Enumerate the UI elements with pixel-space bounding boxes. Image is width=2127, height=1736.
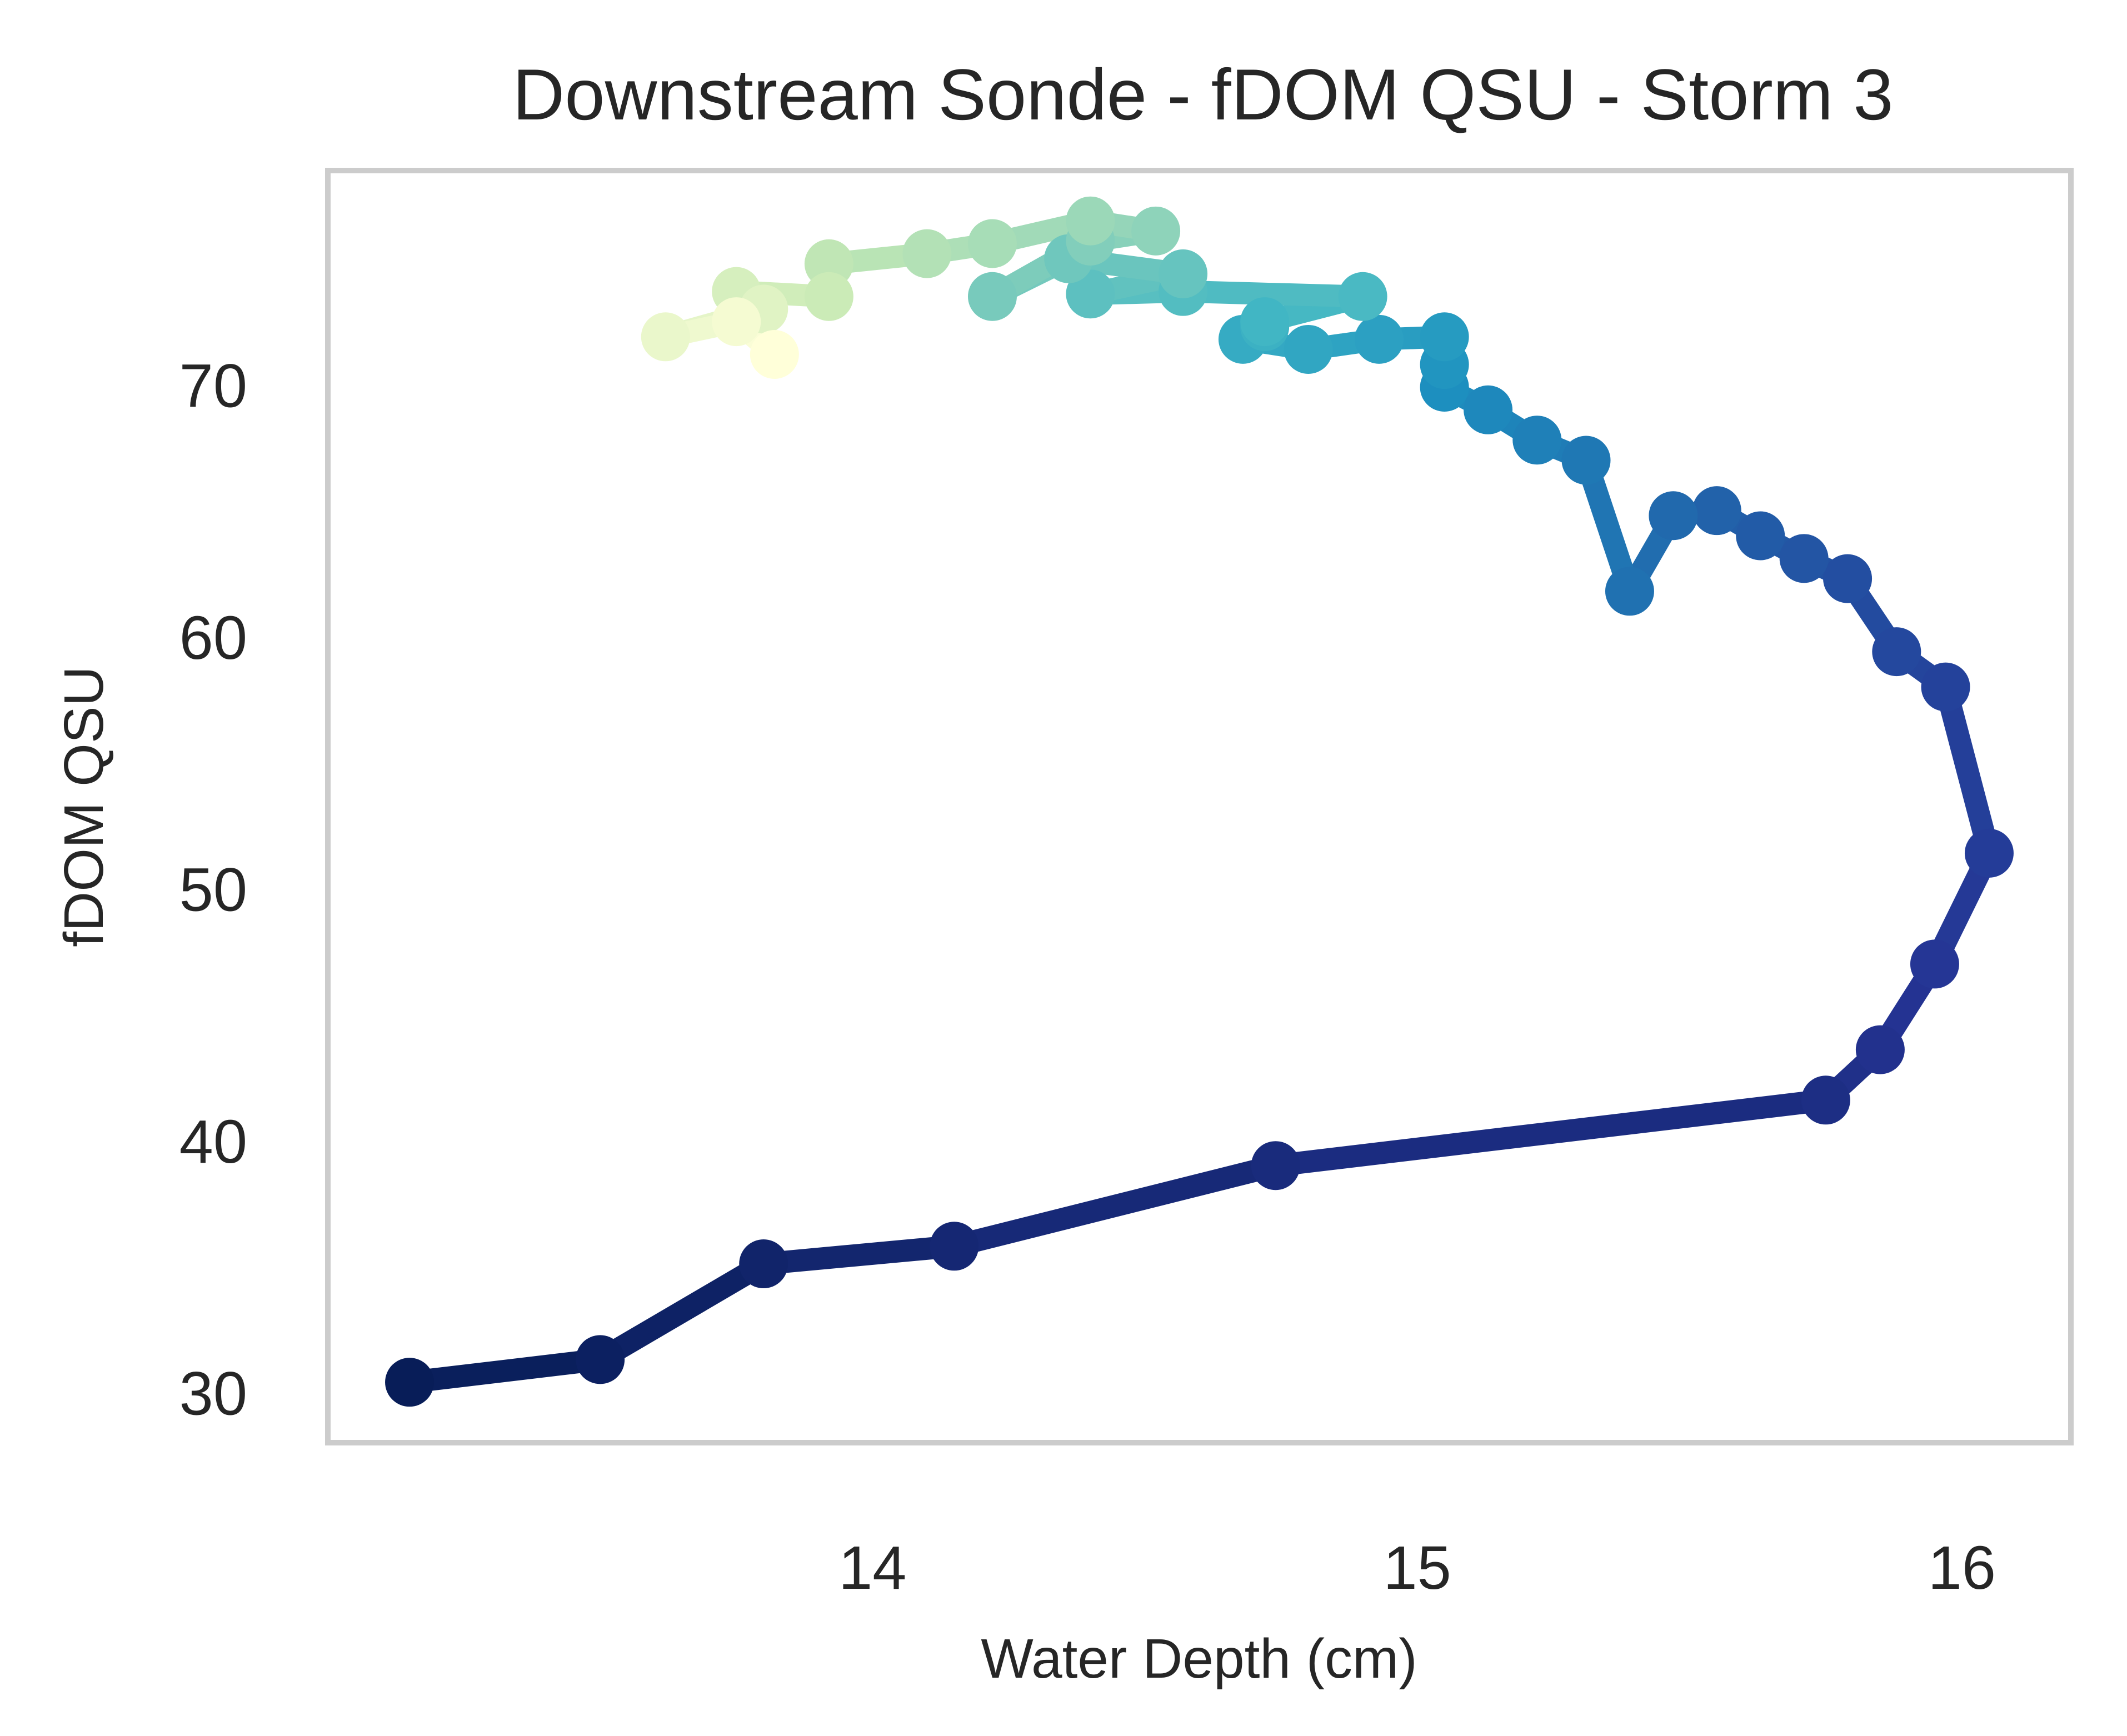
data-point bbox=[1338, 272, 1387, 321]
line-segment bbox=[1264, 1089, 1837, 1177]
x-tick-label: 15 bbox=[1383, 1534, 1451, 1602]
y-tick-label: 30 bbox=[179, 1359, 247, 1428]
data-point bbox=[1512, 416, 1562, 465]
line-segment bbox=[1172, 280, 1374, 308]
line-segment bbox=[752, 1235, 966, 1275]
data-point bbox=[1464, 385, 1513, 434]
x-axis-label: Water Depth (cm) bbox=[981, 1628, 1417, 1690]
data-point bbox=[1964, 828, 2014, 878]
data-point bbox=[385, 1358, 435, 1407]
x-tick-label: 14 bbox=[838, 1534, 906, 1602]
data-point bbox=[1251, 1141, 1300, 1190]
data-point bbox=[967, 272, 1017, 321]
data-point bbox=[1561, 436, 1611, 485]
data-point bbox=[1921, 662, 1970, 712]
data-point bbox=[1420, 312, 1469, 362]
data-point bbox=[1284, 324, 1333, 374]
data-point bbox=[1355, 314, 1404, 364]
plot-area-frame bbox=[325, 168, 2074, 1445]
y-tick-label: 70 bbox=[179, 352, 247, 420]
data-point bbox=[967, 219, 1017, 268]
x-axis-ticks: 14 15 16 bbox=[838, 1534, 1996, 1602]
data-point bbox=[1131, 206, 1181, 256]
y-tick-label: 40 bbox=[179, 1108, 247, 1176]
data-point bbox=[576, 1335, 625, 1384]
data-point bbox=[902, 229, 952, 278]
line-segment bbox=[589, 1253, 775, 1371]
data-point bbox=[1855, 1025, 1905, 1074]
data-point bbox=[1159, 249, 1208, 298]
data-point bbox=[1649, 491, 1698, 541]
series-points bbox=[385, 196, 2014, 1407]
data-point bbox=[1823, 554, 1873, 603]
data-point bbox=[1605, 567, 1654, 616]
data-point bbox=[712, 297, 761, 347]
line-segment bbox=[943, 1154, 1287, 1258]
data-point bbox=[1066, 269, 1115, 319]
y-tick-label: 60 bbox=[179, 604, 247, 672]
data-point bbox=[1240, 297, 1290, 347]
data-point bbox=[1872, 627, 1921, 677]
y-tick-label: 50 bbox=[179, 856, 247, 924]
data-point bbox=[930, 1222, 979, 1271]
data-point bbox=[1801, 1075, 1850, 1125]
y-axis-ticks: 30 40 50 60 70 bbox=[179, 352, 247, 1428]
data-point bbox=[804, 272, 853, 321]
x-tick-label: 16 bbox=[1928, 1534, 1996, 1602]
data-point bbox=[641, 312, 690, 362]
chart-title: Downstream Sonde - fDOM QSU - Storm 3 bbox=[512, 54, 1893, 135]
data-point bbox=[1066, 196, 1115, 246]
data-point bbox=[1910, 939, 1959, 989]
data-point bbox=[739, 1239, 788, 1289]
y-axis-label: fDOM QSU bbox=[53, 666, 115, 947]
data-point bbox=[1736, 511, 1785, 561]
line-segment bbox=[1934, 676, 2000, 864]
line-segment bbox=[398, 1348, 612, 1394]
data-point bbox=[1779, 534, 1829, 583]
data-point bbox=[750, 330, 799, 379]
data-point bbox=[1692, 486, 1741, 536]
